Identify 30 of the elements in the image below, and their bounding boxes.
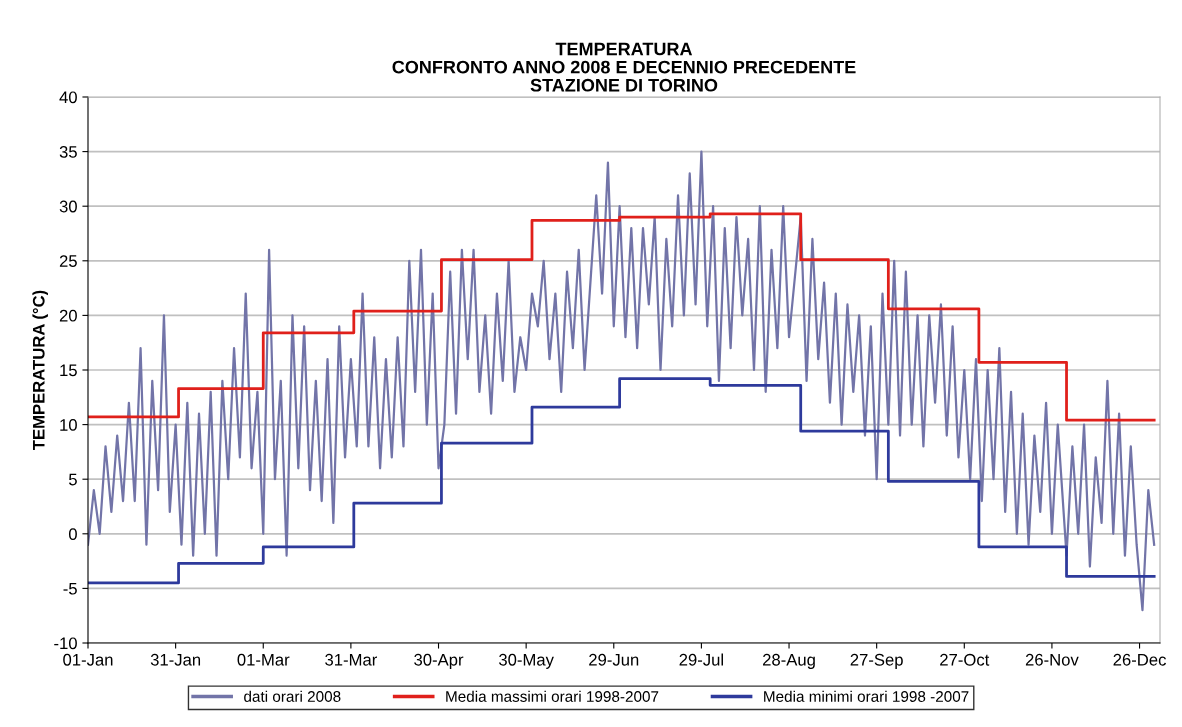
y-tick-label: 20 (59, 309, 77, 322)
x-tick-label: 26-Nov (1025, 653, 1079, 666)
x-tick-label: 31-Mar (325, 653, 378, 666)
y-tick-label: 5 (68, 473, 77, 486)
legend-label: Media minimi orari 1998 -2007 (764, 690, 969, 702)
y-tick-label: -10 (54, 637, 77, 650)
x-tick-label: 27-Sep (850, 653, 903, 669)
y-tick-label: 10 (60, 419, 77, 431)
y-tick-label: 15 (60, 364, 77, 377)
x-tick-label: 26-Dec (1113, 653, 1166, 666)
x-tick-label: 29-Jul (679, 653, 723, 666)
y-axis-title: TEMPERATURA (°C) (32, 290, 48, 450)
x-tick-label: 01-Mar (237, 653, 290, 666)
x-tick-label: 31-Jan (150, 653, 201, 666)
y-tick-label: -5 (63, 582, 77, 595)
y-tick-label: 25 (59, 255, 77, 267)
y-tick-label: 0 (68, 528, 77, 540)
x-tick-label: 28-Aug (763, 653, 815, 669)
legend-label: dati orari 2008 (244, 690, 341, 702)
y-tick-label: 35 (59, 146, 77, 158)
x-tick-label: 30-May (499, 653, 554, 669)
x-tick-label: 29-Jun (589, 653, 639, 666)
line-series (88, 150, 1156, 612)
legend-label: Media massimi orari 1998-2007 (446, 690, 659, 702)
x-tick-label: 01-Jan (63, 653, 113, 666)
y-tick-label: 40 (59, 91, 77, 104)
x-tick-label: 30-Apr (414, 653, 464, 669)
chart-title: TEMPERATURA CONFRONTO ANNO 2008 E DECENNIO PRECEDENTE STAZIONE DI TORINO (392, 42, 856, 92)
y-tick-label: 30 (59, 200, 77, 213)
x-tick-label: 27-Oct (940, 653, 990, 666)
